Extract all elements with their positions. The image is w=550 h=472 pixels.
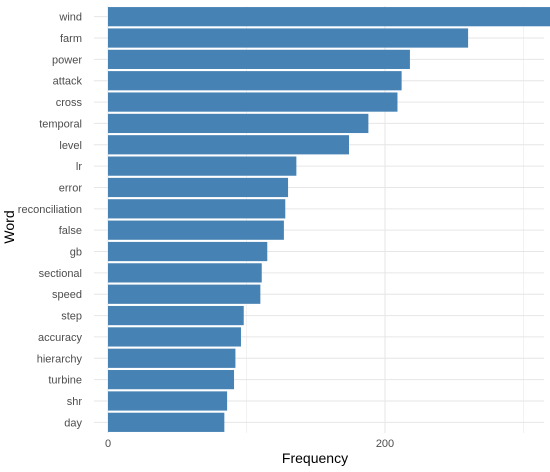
bar-level (108, 135, 349, 155)
bar-attack (108, 71, 402, 91)
grid-lines (94, 6, 544, 433)
y-tick-label: error (59, 182, 83, 194)
y-tick-label: temporal (39, 118, 82, 130)
y-tick-label: reconciliation (18, 204, 82, 216)
bar-lr (108, 156, 297, 176)
y-tick-label: day (64, 417, 82, 429)
bar-power (108, 49, 410, 69)
y-tick-label: turbine (48, 375, 82, 387)
y-tick-label: level (59, 140, 82, 152)
bar-false (108, 220, 284, 240)
bar-gb (108, 241, 268, 262)
bar-hierarchy (108, 348, 236, 368)
bar-temporal (108, 113, 369, 134)
bar-reconciliation (108, 199, 286, 219)
y-tick-label: wind (58, 12, 82, 24)
bar-error (108, 177, 289, 198)
x-tick-label: 200 (376, 438, 394, 450)
y-tick-label: gb (70, 247, 82, 259)
y-tick-label: cross (56, 97, 83, 109)
bar-accuracy (108, 327, 241, 347)
bars (108, 7, 550, 432)
y-tick-labels: wind farm power attack cross temporal level lr e… (18, 12, 83, 430)
bar-sectional (108, 263, 262, 283)
x-tick-labels: 0200400600 (105, 438, 394, 450)
y-tick-label: speed (52, 289, 82, 301)
bar-farm (108, 28, 469, 48)
bar-wind (108, 7, 550, 27)
bar-turbine (108, 370, 235, 390)
y-tick-label: hierarchy (37, 353, 83, 365)
bar-day (108, 412, 225, 432)
y-axis-title: Word (1, 210, 17, 243)
y-tick-label: power (52, 54, 82, 66)
y-tick-label: lr (76, 161, 82, 173)
y-tick-label: attack (53, 76, 83, 88)
bar-speed (108, 284, 261, 304)
bar-cross (108, 92, 398, 112)
x-tick-label: 0 (105, 438, 111, 450)
bar-step (108, 305, 244, 326)
y-tick-label: shr (67, 396, 83, 408)
y-tick-label: accuracy (38, 332, 83, 344)
y-tick-label: farm (60, 33, 82, 45)
x-axis-title: Frequency (282, 450, 348, 466)
bar-shr (108, 391, 228, 411)
y-tick-label: step (61, 311, 82, 323)
y-tick-label: false (59, 225, 82, 237)
y-tick-label: sectional (39, 268, 82, 280)
